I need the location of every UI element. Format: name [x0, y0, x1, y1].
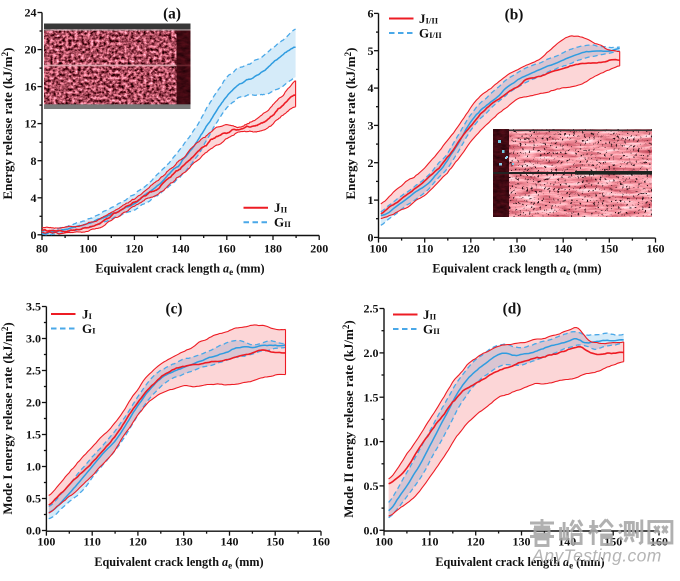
svg-text:120: 120 [462, 242, 480, 256]
svg-text:0: 0 [368, 231, 374, 245]
svg-text:Equivalent crack length ae (mm: Equivalent crack length ae (mm) [94, 555, 263, 571]
svg-text:1.5: 1.5 [26, 428, 41, 442]
svg-text:0.5: 0.5 [26, 492, 41, 506]
svg-text:130: 130 [508, 242, 526, 256]
svg-text:1.0: 1.0 [26, 460, 41, 474]
svg-text:GII: GII [274, 215, 292, 230]
svg-text:1.0: 1.0 [364, 435, 379, 449]
svg-text:130: 130 [175, 535, 193, 549]
svg-text:3.5: 3.5 [26, 300, 41, 314]
svg-text:3.0: 3.0 [26, 332, 41, 346]
svg-text:Equivalent crack length ae (mm: Equivalent crack length ae (mm) [435, 555, 604, 571]
svg-text:3: 3 [368, 119, 374, 133]
svg-text:120: 120 [125, 242, 143, 256]
svg-text:Mode II energy release rate (k: Mode II energy release rate (kJ/m2) [341, 320, 356, 517]
svg-text:180: 180 [264, 242, 282, 256]
svg-text:GII: GII [423, 321, 441, 336]
svg-text:4: 4 [31, 191, 37, 205]
svg-text:150: 150 [266, 535, 284, 549]
svg-text:JII: JII [274, 200, 288, 215]
svg-text:0: 0 [31, 228, 37, 242]
svg-text:100: 100 [375, 535, 393, 549]
svg-text:2.0: 2.0 [364, 346, 379, 360]
svg-text:100: 100 [79, 242, 97, 256]
svg-text:JI: JI [82, 306, 93, 321]
svg-text:120: 120 [129, 535, 147, 549]
svg-text:5: 5 [368, 44, 374, 58]
svg-text:140: 140 [172, 242, 190, 256]
svg-text:0.0: 0.0 [364, 523, 379, 537]
svg-text:24: 24 [25, 6, 37, 20]
svg-text:GI: GI [82, 321, 96, 336]
svg-text:12: 12 [25, 117, 37, 131]
svg-text:120: 120 [467, 535, 485, 549]
svg-text:(c): (c) [166, 301, 183, 318]
svg-text:AnyTesting.com: AnyTesting.com [531, 546, 661, 566]
svg-text:110: 110 [416, 242, 433, 256]
svg-text:Equivalent crack length ae (mm: Equivalent crack length ae (mm) [432, 261, 601, 277]
svg-text:Energy release rate (kJ/m2): Energy release rate (kJ/m2) [0, 48, 15, 200]
svg-text:Equivalent crack length ae (mm: Equivalent crack length ae (mm) [95, 261, 264, 277]
svg-text:110: 110 [84, 535, 101, 549]
svg-text:160: 160 [647, 242, 665, 256]
svg-text:2.5: 2.5 [26, 364, 41, 378]
svg-text:6: 6 [368, 7, 374, 21]
svg-text:16: 16 [25, 80, 37, 94]
svg-text:0.0: 0.0 [26, 524, 41, 538]
svg-text:Mode I energy release rate (kJ: Mode I energy release rate (kJ/m2) [0, 322, 15, 514]
svg-text:200: 200 [310, 242, 328, 256]
svg-text:GI/II: GI/II [419, 25, 442, 40]
svg-text:160: 160 [312, 535, 330, 549]
svg-text:2.5: 2.5 [364, 302, 379, 316]
svg-text:110: 110 [421, 535, 438, 549]
svg-text:150: 150 [600, 242, 618, 256]
svg-text:2: 2 [368, 156, 374, 170]
svg-text:4: 4 [368, 81, 374, 95]
svg-text:1: 1 [368, 193, 374, 207]
svg-text:JII: JII [423, 307, 437, 322]
svg-text:0.5: 0.5 [364, 479, 379, 493]
svg-text:100: 100 [370, 242, 388, 256]
svg-text:160: 160 [218, 242, 236, 256]
svg-text:80: 80 [36, 242, 48, 256]
svg-text:1.5: 1.5 [364, 390, 379, 404]
svg-text:140: 140 [554, 242, 572, 256]
svg-text:(b): (b) [505, 6, 524, 23]
svg-text:Energy release rate (kJ/m2): Energy release rate (kJ/m2) [343, 48, 358, 200]
svg-text:JI/II: JI/II [419, 11, 439, 26]
svg-text:100: 100 [37, 535, 55, 549]
svg-text:8: 8 [31, 154, 37, 168]
svg-text:(d): (d) [503, 301, 522, 318]
svg-text:160: 160 [650, 535, 668, 549]
svg-text:2.0: 2.0 [26, 396, 41, 410]
svg-text:130: 130 [513, 535, 531, 549]
svg-text:(a): (a) [163, 5, 181, 22]
svg-text:20: 20 [25, 43, 37, 57]
svg-text:140: 140 [221, 535, 239, 549]
